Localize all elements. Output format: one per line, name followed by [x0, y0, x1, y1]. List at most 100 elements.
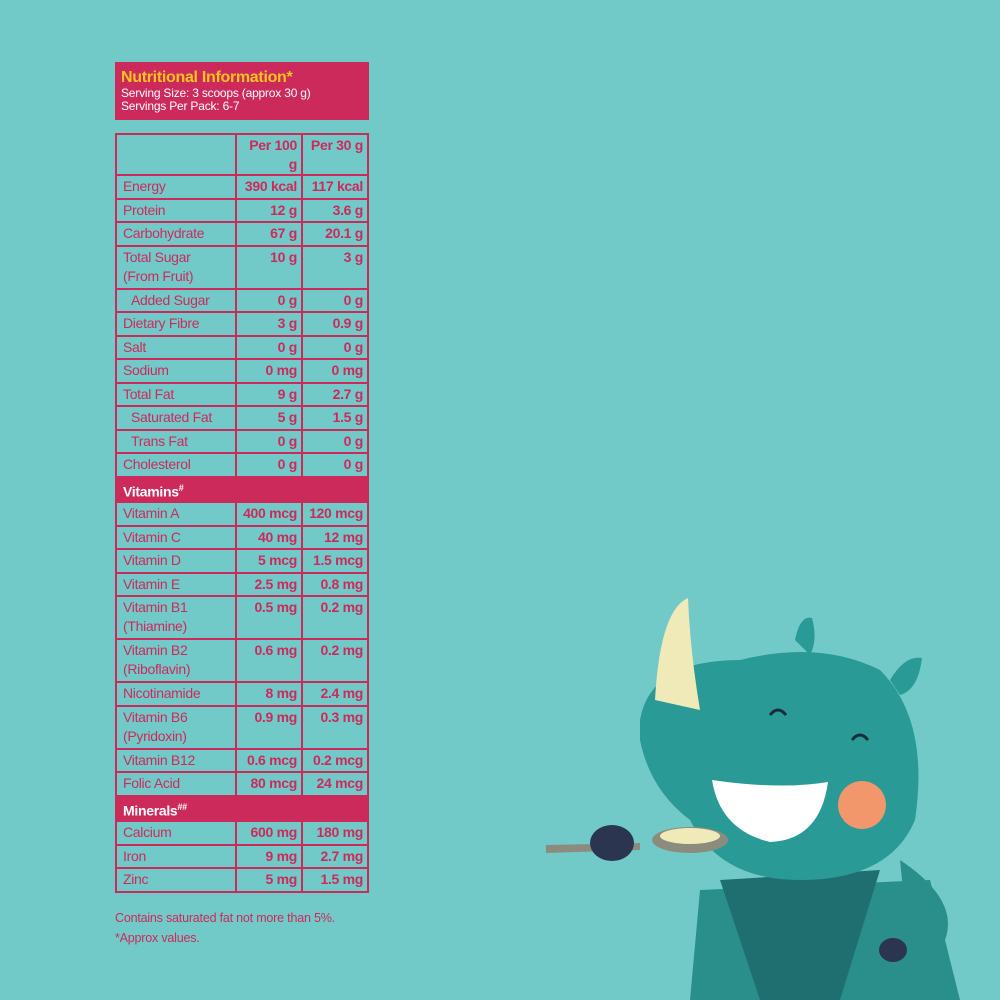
value-per-100g: 0 g	[235, 334, 303, 360]
value-per-30g: 0 g	[301, 452, 369, 478]
table-row: Vitamin A 400 mcg 120 mcg	[114, 501, 369, 527]
nutrition-table: Per 100 g Per 30 g Energy 390 kcal 117 kcal P…	[114, 133, 369, 893]
value-per-100g: 5 g	[235, 405, 303, 431]
nutrient-label: Vitamin B2	[123, 642, 188, 659]
footnote: *Approx values.	[115, 931, 200, 945]
column-header: Per 100 g	[235, 133, 303, 176]
value-per-30g: 0 g	[301, 428, 369, 454]
nutrient-name: Iron	[114, 843, 238, 870]
nutrient-label-note: (Riboflavin)	[123, 661, 191, 678]
nutrient-label: Vitamin E	[123, 575, 180, 592]
nutrient-label: Carbohydrate	[123, 225, 205, 241]
nutrient-name: Vitamin A	[114, 501, 238, 527]
nutrient-name: Dietary Fibre	[114, 311, 238, 337]
nutrient-label: Vitamin B1	[123, 599, 188, 616]
value-per-100g: 5 mg	[235, 867, 303, 893]
value-per-100g: 10 g	[235, 244, 303, 290]
nutrient-label: Salt	[123, 338, 146, 355]
value-per-30g: 12 mg	[301, 524, 369, 551]
value-per-100g: 0.6 mg	[235, 638, 303, 684]
table-row: Vitamin B1 (Thiamine) 0.5 mg 0.2 mg	[114, 595, 369, 641]
table-row: Protein 12 g 3.6 g	[114, 197, 369, 223]
nutrient-label: Nicotinamide	[123, 685, 201, 702]
nutrient-name: Protein	[114, 197, 238, 223]
nutrient-name: Salt	[114, 334, 238, 360]
table-row: Energy 390 kcal 117 kcal	[114, 174, 369, 200]
nutrient-label: Zinc	[123, 871, 149, 888]
table-header-row: Per 100 g Per 30 g	[114, 133, 369, 176]
value-per-100g: 2.5 mg	[235, 571, 303, 598]
value-per-30g: 1.5 mg	[301, 867, 369, 893]
nutrient-name: Vitamin B12	[114, 747, 238, 774]
value-per-100g: 9 mg	[235, 843, 303, 870]
nutrient-name: Folic Acid	[114, 771, 238, 797]
value-per-100g: 3 g	[235, 311, 303, 337]
table-row: Vitamin C 40 mg 12 mg	[114, 524, 369, 551]
table-row: Calcium 600 mg 180 mg	[114, 820, 369, 846]
nutrient-label: Iron	[123, 847, 146, 864]
nutrient-label-note: (Pyridoxin)	[123, 727, 187, 744]
value-per-100g: 400 mcg	[235, 501, 303, 527]
value-per-30g: 3 g	[301, 244, 369, 290]
nutrient-label: Cholesterol	[123, 456, 191, 472]
nutrient-label: Vitamin B6	[123, 708, 188, 725]
nutrient-name: Energy	[114, 174, 238, 200]
nutrient-label: Folic Acid	[123, 775, 180, 792]
value-per-30g: 0.8 mg	[301, 571, 369, 598]
value-per-100g: 9 g	[235, 381, 303, 407]
table-row: Vitamin B2 (Riboflavin) 0.6 mg 0.2 mg	[114, 638, 369, 684]
section-label: Minerals	[123, 802, 178, 819]
value-per-100g: 67 g	[235, 221, 303, 247]
nutrient-name: Trans Fat	[114, 428, 238, 454]
nutrient-label: Protein	[123, 201, 166, 218]
column-header: Per 30 g	[301, 133, 369, 176]
nutrient-name: Calcium	[114, 820, 238, 846]
nutrient-name: Vitamin B2 (Riboflavin)	[114, 638, 238, 684]
value-per-100g: 8 mg	[235, 681, 303, 707]
table-row: Carbohydrate 67 g 20.1 g	[114, 221, 369, 247]
value-per-30g: 0.2 mg	[301, 638, 369, 684]
nutrient-label: Added Sugar	[131, 291, 210, 308]
value-per-30g: 24 mcg	[301, 771, 369, 797]
nutrient-label-note: (From Fruit)	[123, 267, 194, 284]
nutrient-name: Zinc	[114, 867, 238, 893]
nutrient-label: Vitamin D	[123, 552, 181, 569]
value-per-30g: 0 g	[301, 334, 369, 360]
nutrient-label: Dietary Fibre	[123, 315, 200, 331]
value-per-30g: 1.5 g	[301, 405, 369, 431]
value-per-100g: 0.5 mg	[235, 595, 303, 641]
table-row: Dietary Fibre 3 g 0.9 g	[114, 311, 369, 337]
nutrition-panel: Nutritional Information* Serving Size: 3…	[114, 62, 369, 893]
table-row: Nicotinamide 8 mg 2.4 mg	[114, 681, 369, 707]
nutrient-name: Added Sugar	[114, 287, 238, 313]
serving-size: Serving Size: 3 scoops (approx 30 g)	[121, 86, 311, 100]
nutrient-name: Total Sugar (From Fruit)	[114, 244, 238, 290]
nutrient-label: Vitamin C	[123, 528, 181, 545]
nutrient-name: Vitamin D	[114, 548, 238, 574]
value-per-100g: 0 g	[235, 452, 303, 478]
value-per-100g: 0 g	[235, 428, 303, 454]
table-row: Folic Acid 80 mcg 24 mcg	[114, 771, 369, 797]
nutrient-label: Calcium	[123, 824, 172, 841]
value-per-100g: 600 mg	[235, 820, 303, 846]
nutrient-label: Total Sugar	[123, 248, 191, 265]
table-row: Vitamin D 5 mcg 1.5 mcg	[114, 548, 369, 574]
value-per-30g: 2.7 mg	[301, 843, 369, 870]
value-per-30g: 0.2 mg	[301, 595, 369, 641]
value-per-100g: 0 mg	[235, 358, 303, 384]
nutrient-name: Nicotinamide	[114, 681, 238, 707]
value-per-30g: 117 kcal	[301, 174, 369, 200]
value-per-30g: 0 g	[301, 287, 369, 313]
nutrient-name: Vitamin B6 (Pyridoxin)	[114, 704, 238, 750]
value-per-100g: 80 mcg	[235, 771, 303, 797]
value-per-30g: 180 mg	[301, 820, 369, 846]
nutrient-name: Total Fat	[114, 381, 238, 407]
nutrition-title: Nutritional Information*	[121, 69, 293, 86]
nutrient-name: Vitamin E	[114, 571, 238, 598]
value-per-30g: 2.7 g	[301, 381, 369, 407]
nutrient-name: Carbohydrate	[114, 221, 238, 247]
